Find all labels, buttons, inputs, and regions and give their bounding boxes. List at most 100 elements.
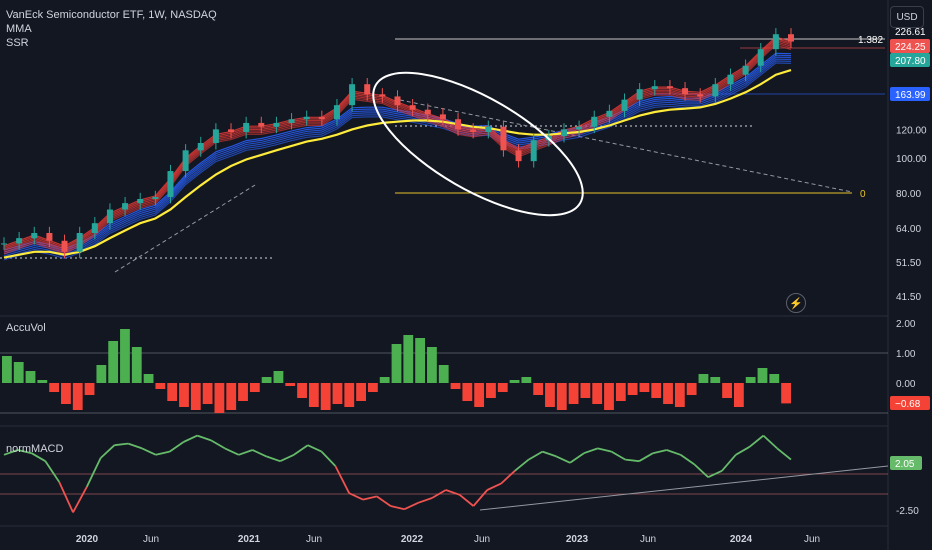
price-candle [333, 105, 340, 120]
price-candle [379, 94, 386, 97]
macd-segment [224, 447, 240, 456]
accuvol-bar [592, 383, 603, 404]
macd-segment [459, 494, 475, 507]
price-candle [485, 126, 492, 132]
ma-blue-ribbon [3, 52, 792, 251]
price-tag [890, 87, 930, 101]
macd-segment [390, 505, 405, 511]
price-candle [303, 116, 310, 120]
axes: 41.5051.5064.0080.00100.00120.00150.0019… [76, 24, 930, 545]
accuvol-bar [427, 347, 437, 383]
accuvol-bar [2, 356, 12, 383]
macd-segment [583, 447, 598, 455]
price-candle [560, 129, 567, 137]
price-candle [500, 126, 507, 151]
price-candle [61, 240, 68, 252]
macd-segment [776, 447, 792, 461]
normmacd-title[interactable]: normMACD [6, 443, 64, 455]
accuvol-bar [698, 374, 709, 383]
accuvol-pane [0, 329, 888, 414]
price-candle [606, 110, 613, 117]
price-tag-label: 207.80 [895, 56, 926, 67]
macd-segment [652, 449, 667, 455]
price-tag [890, 53, 930, 67]
price-candle [182, 150, 189, 172]
price-candle [16, 238, 23, 244]
price-candle [409, 105, 416, 110]
accuvol-bar [450, 383, 461, 389]
accuvol-bar [674, 383, 685, 407]
accuvol-bar [556, 383, 567, 410]
accuvol-bar [84, 383, 95, 395]
price-candle [273, 122, 280, 127]
price-candle [197, 143, 204, 151]
accuvol-bar [391, 344, 402, 383]
macd-segment [569, 452, 585, 464]
accuvol-bar [367, 383, 378, 392]
price-tick-label: 120.00 [896, 125, 927, 136]
price-tag-label: 226.61 [895, 27, 926, 38]
macd-segment [169, 441, 185, 453]
price-candle [742, 65, 749, 75]
accuvol-bar [37, 380, 48, 383]
accuvol-bar [486, 383, 496, 398]
indicator-ssr[interactable]: SSR [6, 37, 29, 49]
accuvol-value-tag [890, 396, 930, 410]
price-tag-label: 163.99 [895, 90, 926, 101]
accuvol-bar [627, 383, 638, 395]
macd-segment [762, 434, 778, 450]
accuvol-bar [214, 383, 225, 413]
price-candle [424, 109, 431, 115]
price-tick-label: 51.50 [896, 258, 921, 269]
accuvol-bar [179, 383, 189, 407]
price-candle [682, 88, 689, 95]
macd-segment [749, 434, 764, 448]
price-candle [394, 96, 401, 106]
accuvol-bar [131, 347, 142, 383]
accuvol-bar [13, 362, 24, 383]
accuvol-bar [686, 383, 697, 395]
accuvol-bar [332, 383, 343, 404]
macd-segment [114, 442, 129, 447]
currency-button[interactable]: USD [890, 6, 924, 28]
macd-tick-label: -2.50 [896, 506, 919, 517]
accuvol-tick-label: 0.00 [896, 379, 916, 390]
macd-segment [334, 465, 350, 494]
price-candle [470, 129, 477, 132]
accuvol-bar [497, 383, 508, 392]
accuvol-bar [320, 383, 331, 410]
accuvol-bar [415, 338, 426, 383]
macd-segment [31, 452, 46, 462]
macd-segment [127, 442, 143, 450]
accuvol-bar [344, 383, 355, 407]
accuvol-bar [108, 341, 119, 383]
x-tick-label: 2022 [401, 534, 424, 545]
macd-segment [707, 469, 723, 479]
accuvol-bar [202, 383, 213, 404]
accuvol-title[interactable]: AccuVol [6, 322, 46, 334]
price-candle [515, 150, 522, 162]
macd-segment [472, 489, 488, 507]
indicator-mma[interactable]: MMA [6, 23, 32, 35]
macd-segment [514, 458, 530, 472]
macd-segment [86, 457, 102, 488]
price-candle [228, 129, 235, 132]
price-candle [530, 140, 537, 162]
ma-red-ribbon [3, 44, 792, 255]
price-candle [46, 232, 53, 241]
x-tick-label: 2021 [238, 534, 261, 545]
price-tag [890, 39, 930, 53]
macd-segment [307, 444, 322, 453]
ma-blue-ribbon [3, 58, 792, 257]
macd-segment [611, 450, 626, 461]
accuvol-value-label: −0.68 [895, 399, 921, 410]
price-candle [636, 89, 643, 100]
price-candle [258, 122, 265, 127]
accuvol-bar [96, 365, 107, 383]
accuvol-tick-label: 2.00 [896, 319, 916, 330]
lightning-icon[interactable]: ⚡ [786, 293, 806, 313]
price-candle [591, 116, 598, 127]
price-candle [772, 34, 779, 50]
symbol-title[interactable]: VanEck Semiconductor ETF, 1W, NASDAQ [6, 9, 217, 21]
accuvol-bar [238, 383, 248, 401]
